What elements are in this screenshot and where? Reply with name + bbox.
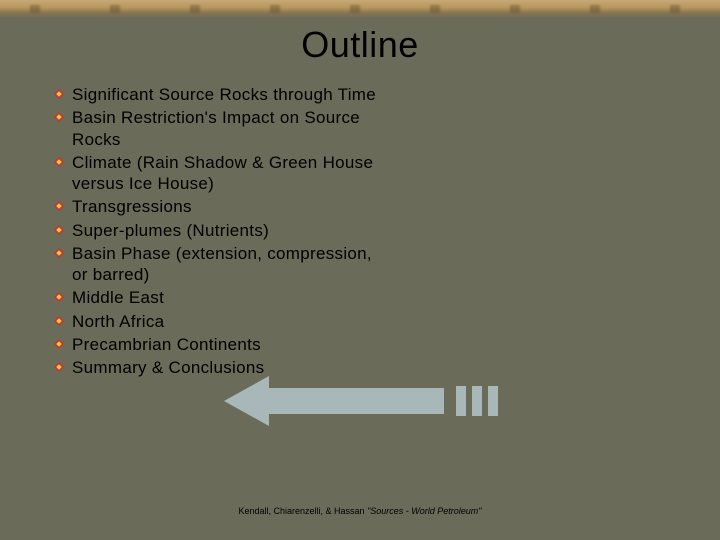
arrow-trail-bar xyxy=(488,386,498,416)
outline-list: Significant Source Rocks through TimeBas… xyxy=(54,84,384,380)
footer-authors: Kendall, Chiarenzelli, & Hassan xyxy=(238,506,367,516)
list-item-text: Basin Phase (extension, compression, or … xyxy=(72,243,384,286)
bullet-icon xyxy=(54,157,64,167)
arrow-indicator xyxy=(224,376,504,426)
list-item-text: Climate (Rain Shadow & Green House versu… xyxy=(72,152,384,195)
list-item: Climate (Rain Shadow & Green House versu… xyxy=(54,152,384,195)
footer-title-italic: "Sources - World Petroleum" xyxy=(367,506,481,516)
arrow-trail-bar xyxy=(456,386,466,416)
bullet-icon xyxy=(54,339,64,349)
list-item-text: North Africa xyxy=(72,311,164,332)
list-item-text: Transgressions xyxy=(72,196,192,217)
list-item-text: Precambrian Continents xyxy=(72,334,261,355)
list-item-text: Significant Source Rocks through Time xyxy=(72,84,376,105)
bullet-icon xyxy=(54,362,64,372)
bullet-icon xyxy=(54,316,64,326)
bullet-icon xyxy=(54,292,64,302)
slide-title: Outline xyxy=(0,24,720,66)
list-item: North Africa xyxy=(54,311,384,332)
list-item: Basin Phase (extension, compression, or … xyxy=(54,243,384,286)
list-item: Significant Source Rocks through Time xyxy=(54,84,384,105)
bullet-icon xyxy=(54,89,64,99)
bullet-icon xyxy=(54,201,64,211)
list-item: Precambrian Continents xyxy=(54,334,384,355)
list-item: Basin Restriction's Impact on Source Roc… xyxy=(54,107,384,150)
list-item-text: Basin Restriction's Impact on Source Roc… xyxy=(72,107,384,150)
arrow-left-icon xyxy=(224,376,444,426)
list-item-text: Middle East xyxy=(72,287,164,308)
list-item: Super-plumes (Nutrients) xyxy=(54,220,384,241)
footer-citation: Kendall, Chiarenzelli, & Hassan "Sources… xyxy=(0,506,720,516)
bullet-icon xyxy=(54,112,64,122)
list-item: Transgressions xyxy=(54,196,384,217)
list-item-text: Super-plumes (Nutrients) xyxy=(72,220,269,241)
bullet-icon xyxy=(54,225,64,235)
decorative-top-border xyxy=(0,0,720,18)
arrow-trail-bar xyxy=(472,386,482,416)
list-item: Middle East xyxy=(54,287,384,308)
bullet-icon xyxy=(54,248,64,258)
